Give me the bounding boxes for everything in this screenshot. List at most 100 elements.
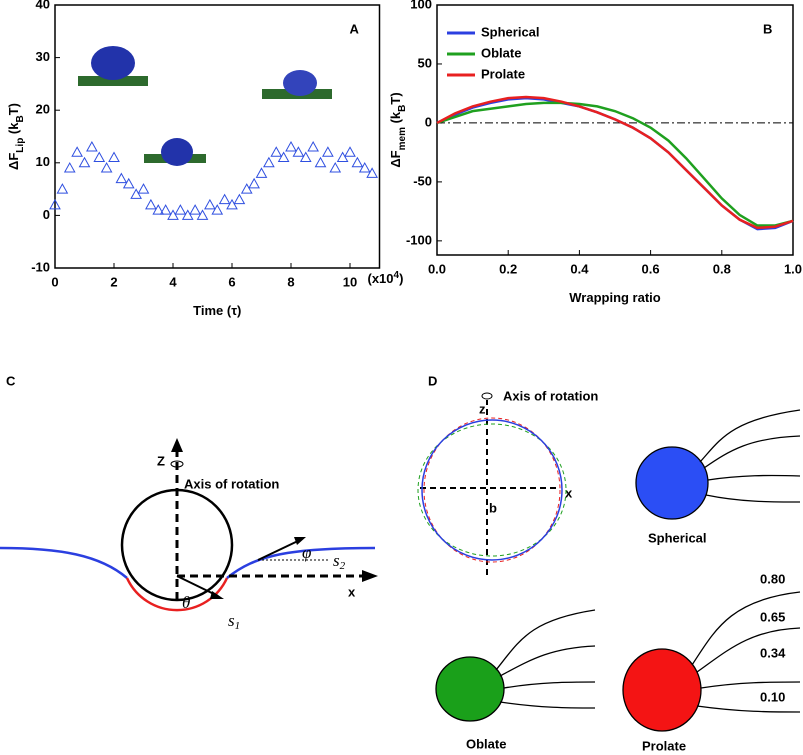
label-part: ΔF <box>6 153 21 170</box>
spherical-outline <box>421 419 563 561</box>
label: Oblate <box>466 736 506 751</box>
z-label: z <box>479 401 486 416</box>
rotation-icon <box>170 460 184 468</box>
point <box>122 177 135 189</box>
point <box>299 151 312 163</box>
point <box>56 183 69 194</box>
point <box>285 140 297 152</box>
membrane <box>226 546 376 579</box>
point <box>78 156 91 168</box>
y-tick-label: -10 <box>31 259 50 274</box>
point <box>196 209 209 220</box>
wrapped-membrane <box>125 577 229 612</box>
ratio-label: 0.80 <box>760 571 785 586</box>
point <box>145 198 157 210</box>
point <box>226 198 238 210</box>
x-scale-note: (x104) <box>368 270 404 287</box>
arrowhead <box>171 438 183 452</box>
point <box>115 172 128 184</box>
label-part: T) <box>388 92 403 104</box>
prolate-outline <box>423 417 561 563</box>
axis-label: Axis of rotation <box>503 388 598 403</box>
membrane <box>0 546 128 579</box>
x-tick-label: 0.0 <box>428 261 446 276</box>
line <box>436 96 794 231</box>
panel-letter: A <box>350 21 360 36</box>
nanoparticle <box>161 138 193 166</box>
point <box>358 162 371 173</box>
x-axis-label: Time (τ) <box>193 303 241 318</box>
y-tick-label: 30 <box>36 49 50 64</box>
axis-label: Axis of rotation <box>184 476 279 491</box>
membrane-slab <box>78 76 148 86</box>
label-part: Lip <box>15 138 26 153</box>
x-label: x <box>348 584 356 599</box>
x-tick-label: 0.6 <box>642 261 660 276</box>
point <box>204 198 216 210</box>
label-part: (x10 <box>368 271 394 286</box>
point <box>49 198 61 210</box>
label: Spherical <box>648 530 707 545</box>
x-tick-label: 0.4 <box>570 261 589 276</box>
point <box>263 156 275 168</box>
point <box>351 156 364 168</box>
legend-label: Prolate <box>481 66 525 81</box>
point <box>248 177 260 189</box>
label: Prolate <box>642 738 686 753</box>
phi: φ <box>302 543 311 562</box>
oblate-outline <box>417 423 567 557</box>
x-tick-label: 0.8 <box>713 261 731 276</box>
point <box>152 204 165 215</box>
panel-c: C Z Axis of rotation x θ φ s1 s2 <box>0 373 378 632</box>
point <box>189 204 201 215</box>
point <box>71 146 83 157</box>
shapes-spherical <box>635 409 801 520</box>
y-axis-label: ΔFmem (kBT) <box>388 92 407 167</box>
nanoparticle <box>91 46 135 80</box>
theta: θ <box>182 593 190 612</box>
x-tick-label: 0.2 <box>499 261 517 276</box>
point <box>137 183 150 194</box>
y-tick-label: 100 <box>410 0 432 11</box>
plot-frame <box>436 4 794 256</box>
point <box>86 140 98 152</box>
shapes-oblate <box>435 609 596 722</box>
point <box>218 193 231 205</box>
point <box>366 167 378 178</box>
label-part: B <box>397 105 408 112</box>
label-part: Time (τ) <box>193 303 241 318</box>
radius <box>176 575 219 597</box>
sub: 2 <box>340 560 346 572</box>
arrowhead <box>294 537 306 545</box>
s2: s2 <box>333 551 346 572</box>
point <box>93 151 106 163</box>
label-part: 4 <box>394 270 400 281</box>
line <box>436 101 794 227</box>
tangent <box>257 539 301 561</box>
point <box>314 156 327 168</box>
label-part: (k <box>6 122 21 138</box>
x-tick-label: 2 <box>110 274 117 289</box>
point <box>240 183 253 194</box>
point <box>336 151 349 163</box>
legend-label: Oblate <box>481 45 521 60</box>
z-label: Z <box>157 453 165 468</box>
snapshots <box>78 46 332 166</box>
y-axis-label: ΔFLip (kBT) <box>6 103 25 170</box>
label-part: B <box>15 115 26 122</box>
ratio-label: 0.34 <box>760 645 786 660</box>
s1: s1 <box>228 611 240 632</box>
y-tick-label: -50 <box>413 173 432 188</box>
point <box>307 140 319 152</box>
point <box>174 204 187 215</box>
x-tick-label: 6 <box>228 274 235 289</box>
ratio-label: 0.65 <box>760 609 785 624</box>
particle <box>120 488 234 602</box>
ratio-label: 0.10 <box>760 689 785 704</box>
label-part: Wrapping ratio <box>569 290 661 305</box>
point <box>108 151 120 163</box>
s: s <box>333 551 340 570</box>
point <box>329 162 342 173</box>
